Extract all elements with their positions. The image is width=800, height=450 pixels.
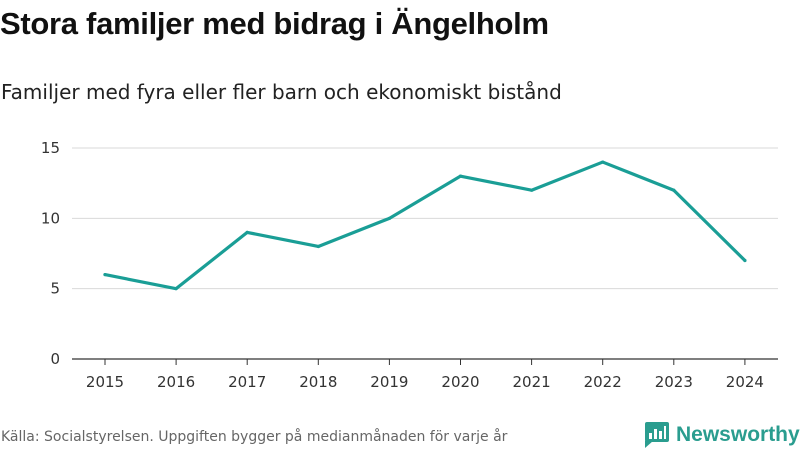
series-line-0 — [103, 160, 747, 291]
y-tick-label-15: 15 — [41, 139, 60, 157]
data-point-2022 — [601, 160, 605, 164]
newsworthy-logo-icon — [645, 422, 669, 448]
x-tick-label-2023: 2023 — [655, 373, 693, 391]
newsworthy-logo[interactable]: Newsworthy — [645, 420, 800, 450]
newsworthy-logo-text: Newsworthy — [676, 423, 800, 446]
chart-subtitle: Familjer med fyra eller fler barn och ek… — [1, 80, 562, 104]
x-tick-label-2020: 2020 — [441, 373, 479, 391]
x-tick-label-2015: 2015 — [86, 373, 124, 391]
data-point-2021 — [530, 188, 534, 192]
x-tick-label-2017: 2017 — [228, 373, 266, 391]
data-point-2019 — [387, 216, 391, 220]
x-tick-label-2024: 2024 — [726, 373, 764, 391]
data-point-2024 — [743, 258, 747, 263]
data-point-2015 — [103, 273, 107, 277]
data-point-2017 — [245, 230, 249, 234]
x-tick-label-2019: 2019 — [370, 373, 408, 391]
x-tick-label-2021: 2021 — [513, 373, 551, 391]
x-tick-label-2022: 2022 — [584, 373, 622, 391]
x-tick-label-2018: 2018 — [299, 373, 337, 391]
y-tick-label-10: 10 — [41, 209, 60, 227]
y-tick-label-0: 0 — [50, 350, 60, 368]
data-point-2018 — [316, 244, 320, 249]
source-note: Källa: Socialstyrelsen. Uppgiften bygger… — [1, 429, 508, 445]
data-point-2023 — [672, 188, 676, 192]
data-point-2016 — [174, 287, 178, 291]
y-tick-label-5: 5 — [50, 280, 60, 298]
chart-title: Stora familjer med bidrag i Ängelholm — [0, 6, 549, 41]
data-point-2020 — [458, 174, 463, 178]
x-tick-label-2016: 2016 — [157, 373, 195, 391]
